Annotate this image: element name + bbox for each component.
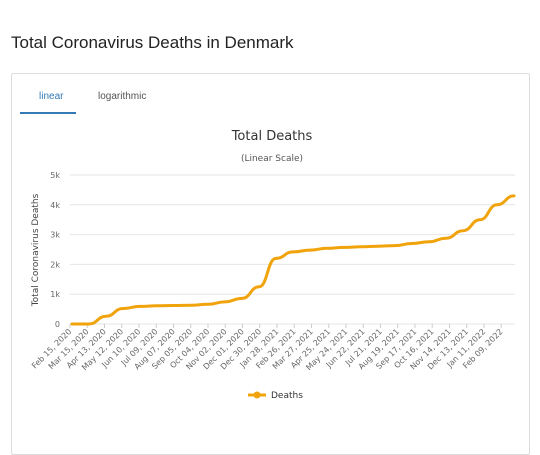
legend-marker [253, 391, 261, 399]
deaths-line-chart: Total Deaths (Linear Scale) Total Corona… [30, 129, 516, 401]
active-tab-indicator [20, 112, 76, 114]
y-tick-label: 1k [50, 290, 60, 299]
chart-title: Total Deaths [231, 129, 313, 144]
page-title: Total Coronavirus Deaths in Denmark [11, 33, 294, 52]
y-tick-label: 4k [50, 201, 60, 210]
tab-logarithmic[interactable]: logarithmic [98, 91, 147, 102]
y-tick-label: 5k [50, 171, 60, 180]
deaths-series-line [70, 194, 516, 326]
legend-item-deaths[interactable]: Deaths [271, 391, 303, 401]
y-tick-label: 0 [55, 320, 60, 329]
y-tick-label: 2k [50, 260, 60, 269]
tab-linear[interactable]: linear [39, 91, 64, 102]
chart-subtitle: (Linear Scale) [241, 154, 303, 164]
y-tick-label: 3k [50, 231, 60, 240]
scale-tabs: linear logarithmic [12, 74, 529, 116]
chart-panel: linear logarithmic Total Deaths (Linear … [11, 73, 530, 455]
y-axis-label: Total Coronavirus Deaths [31, 193, 41, 307]
